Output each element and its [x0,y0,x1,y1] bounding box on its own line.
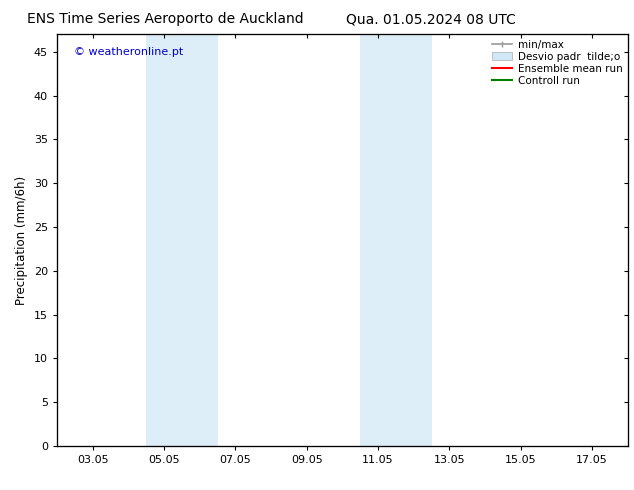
Legend: min/max, Desvio padr  tilde;o, Ensemble mean run, Controll run: min/max, Desvio padr tilde;o, Ensemble m… [489,36,626,89]
Bar [146,34,217,446]
Bar [360,34,432,446]
Text: © weatheronline.pt: © weatheronline.pt [74,47,183,57]
Y-axis label: Precipitation (mm/6h): Precipitation (mm/6h) [15,175,29,305]
Text: ENS Time Series Aeroporto de Auckland: ENS Time Series Aeroporto de Auckland [27,12,303,26]
Text: Qua. 01.05.2024 08 UTC: Qua. 01.05.2024 08 UTC [346,12,516,26]
